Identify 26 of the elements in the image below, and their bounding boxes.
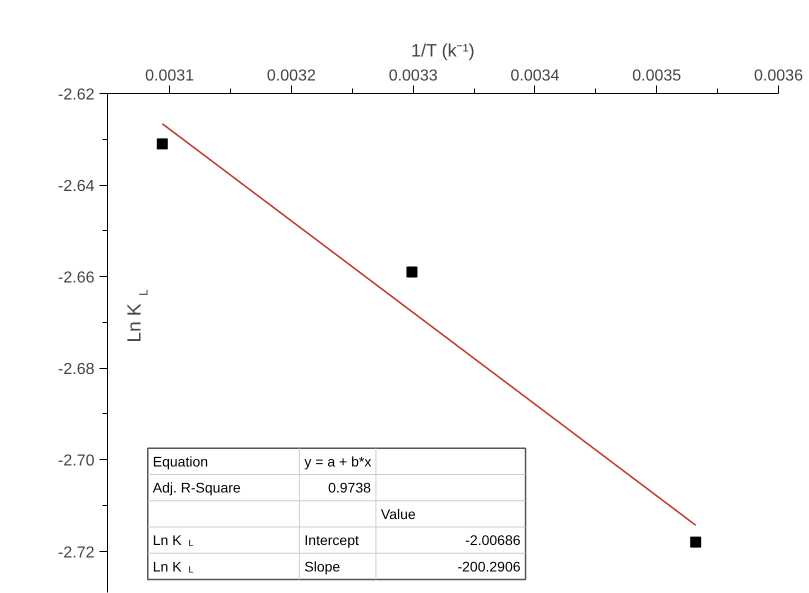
x-tick-label: 0.0034 — [510, 68, 560, 84]
y-tick-label: -2.72 — [58, 544, 95, 562]
annotation: Value — [380, 506, 416, 522]
y-axis-title: Ln KL — [124, 288, 150, 342]
annotation: Intercept — [304, 532, 359, 548]
point — [406, 266, 418, 278]
annotation: y = a + b*x — [304, 453, 372, 470]
y-tick-label: -2.68 — [58, 361, 95, 378]
x-axis-title: 1/T (k⁻¹) — [411, 40, 475, 60]
x-tick-label: 0.0035 — [632, 68, 682, 84]
x-tick-label: 0.0033 — [388, 68, 438, 84]
y-tick-label: -2.70 — [58, 452, 95, 470]
point — [156, 138, 168, 150]
point — [690, 536, 702, 548]
annotation: Adj. R-Square — [152, 480, 241, 496]
annotation: -200.2906 — [457, 558, 521, 574]
annotation: 0.9738 — [328, 480, 372, 496]
x-tick-label: 0.0032 — [266, 68, 316, 84]
y-tick-label: -2.66 — [58, 270, 95, 287]
x-tick-label: 0.0036 — [754, 68, 804, 84]
annotation: Equation — [152, 453, 208, 470]
x-tick-label: 0.0031 — [145, 68, 194, 84]
annotation: -2.00686 — [465, 532, 521, 548]
annotation: Slope — [304, 558, 340, 574]
y-tick-label: -2.62 — [58, 86, 95, 104]
y-tick-label: -2.64 — [58, 178, 95, 196]
